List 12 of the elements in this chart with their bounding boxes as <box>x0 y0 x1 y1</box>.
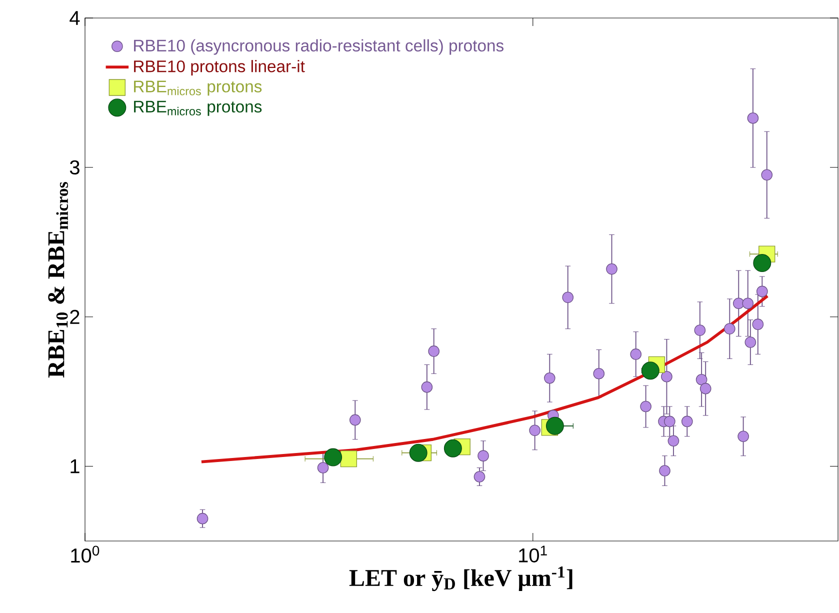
x-tick-label: 10$^{1}$ <box>519 546 547 562</box>
legend-label: RBE$_{micros}$ protons <box>134 100 262 116</box>
y-tick-label: 3 <box>70 160 80 174</box>
x-tick-label: 10$^{0}$ <box>71 546 100 563</box>
y-tick-label: 4 <box>70 11 80 25</box>
legend-label: RBE$_{micros}$ protons <box>134 80 262 96</box>
y-tick-label: 1 <box>70 459 80 474</box>
legend-label: RBE10 (asyncronous radio-resistant cells) protons <box>134 39 504 55</box>
y-axis-title: RBE$_{10}$ & RBE$_{micros}$ <box>48 182 68 378</box>
y-tick-label: 2 <box>70 310 80 324</box>
x-axis-title: LET or ȳ$_{D}$ [keV μm$^{-1}$] <box>349 566 572 592</box>
legend-label: RBE10 protons linear-it <box>134 60 305 76</box>
